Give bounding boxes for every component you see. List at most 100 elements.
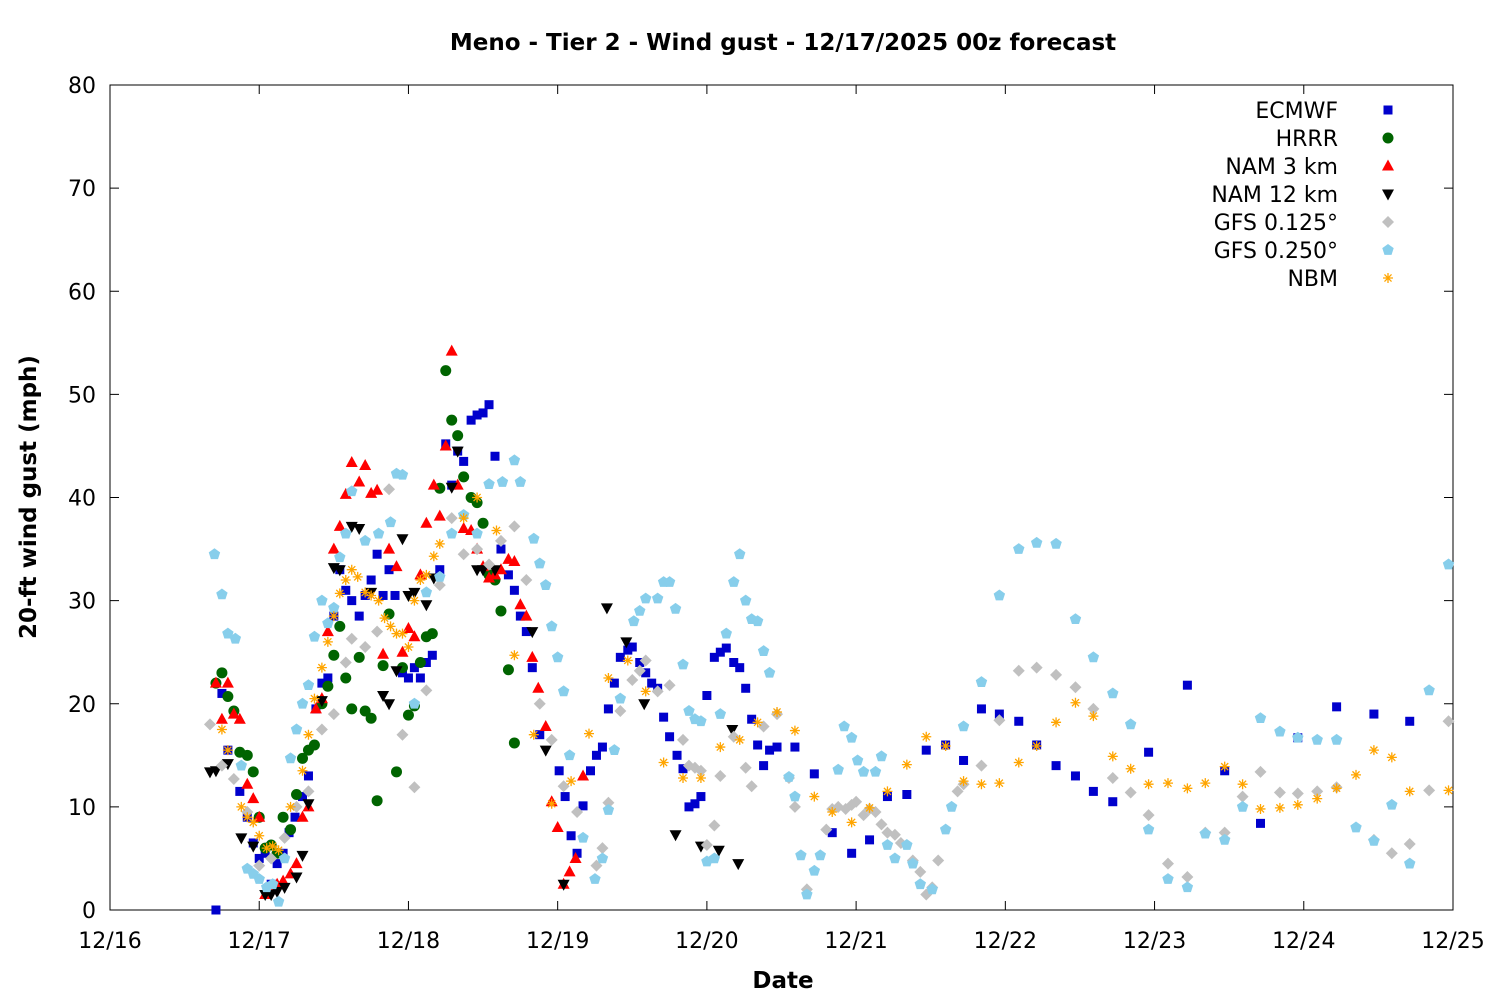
marker	[1273, 786, 1286, 799]
marker	[1031, 741, 1042, 752]
marker	[327, 542, 340, 554]
marker	[700, 839, 713, 852]
marker	[976, 704, 986, 714]
marker	[208, 548, 221, 560]
marker	[477, 517, 489, 529]
marker	[273, 845, 284, 856]
marker	[976, 779, 987, 790]
marker	[827, 828, 837, 838]
marker	[638, 699, 651, 711]
marker	[284, 752, 297, 764]
marker	[633, 664, 646, 677]
marker	[1087, 702, 1100, 715]
marker	[566, 776, 577, 787]
marker	[690, 799, 700, 809]
marker	[1350, 821, 1362, 833]
marker	[993, 589, 1006, 601]
marker	[901, 759, 912, 770]
marker	[508, 454, 521, 466]
marker	[340, 575, 351, 585]
marker	[888, 828, 901, 841]
marker	[734, 548, 746, 560]
marker	[539, 745, 552, 757]
marker	[901, 839, 913, 850]
marker	[651, 685, 664, 698]
marker	[377, 660, 389, 672]
marker	[663, 576, 676, 587]
marker	[248, 817, 259, 828]
marker	[1382, 132, 1394, 144]
marker	[353, 651, 365, 663]
marker	[1403, 838, 1416, 850]
marker	[383, 542, 396, 554]
marker	[1385, 847, 1398, 860]
marker	[714, 769, 727, 782]
x-tick-label: 12/25	[1421, 929, 1484, 954]
marker	[296, 697, 309, 709]
marker	[483, 571, 496, 583]
marker	[659, 712, 669, 722]
marker	[1142, 809, 1155, 822]
marker	[1382, 244, 1394, 255]
marker	[322, 636, 333, 647]
marker	[396, 645, 409, 657]
marker	[334, 588, 345, 599]
marker	[678, 764, 688, 774]
marker	[628, 615, 640, 627]
marker	[940, 741, 951, 752]
marker	[1237, 779, 1248, 790]
marker	[1013, 757, 1024, 768]
legend-entry: HRRR	[1276, 127, 1394, 152]
marker	[457, 548, 470, 561]
marker	[303, 771, 313, 781]
marker	[864, 802, 875, 813]
marker	[532, 681, 545, 693]
marker	[1382, 216, 1394, 228]
marker	[477, 565, 490, 577]
legend-entry: NAM 3 km	[1225, 155, 1394, 180]
marker	[640, 686, 651, 697]
marker	[445, 344, 458, 356]
marker	[1332, 702, 1342, 712]
marker	[683, 704, 695, 716]
marker	[526, 627, 539, 639]
marker	[339, 656, 352, 669]
marker	[390, 560, 403, 572]
marker	[551, 821, 564, 832]
marker	[472, 410, 482, 420]
marker	[221, 759, 234, 771]
marker	[759, 761, 769, 771]
marker	[869, 806, 882, 819]
marker	[751, 615, 764, 627]
marker	[402, 709, 414, 721]
marker	[427, 650, 437, 660]
marker	[353, 475, 366, 487]
marker	[427, 478, 440, 490]
marker	[939, 823, 952, 835]
marker	[554, 766, 564, 776]
marker	[317, 678, 327, 688]
marker	[365, 712, 377, 724]
marker	[377, 647, 390, 659]
series	[203, 483, 1455, 901]
marker	[1368, 834, 1380, 846]
marker	[347, 596, 357, 606]
marker	[290, 857, 303, 869]
marker	[1050, 537, 1062, 549]
marker	[869, 765, 882, 777]
marker	[1254, 712, 1267, 724]
marker	[383, 483, 396, 496]
marker	[1236, 800, 1249, 812]
marker	[514, 476, 527, 487]
marker	[712, 845, 725, 857]
marker	[788, 800, 801, 813]
marker	[440, 365, 452, 377]
marker	[528, 532, 540, 544]
marker	[609, 678, 619, 688]
marker	[702, 691, 712, 700]
marker	[278, 882, 291, 894]
marker	[584, 728, 595, 739]
marker	[622, 655, 633, 666]
marker	[372, 527, 385, 539]
marker	[235, 759, 248, 771]
